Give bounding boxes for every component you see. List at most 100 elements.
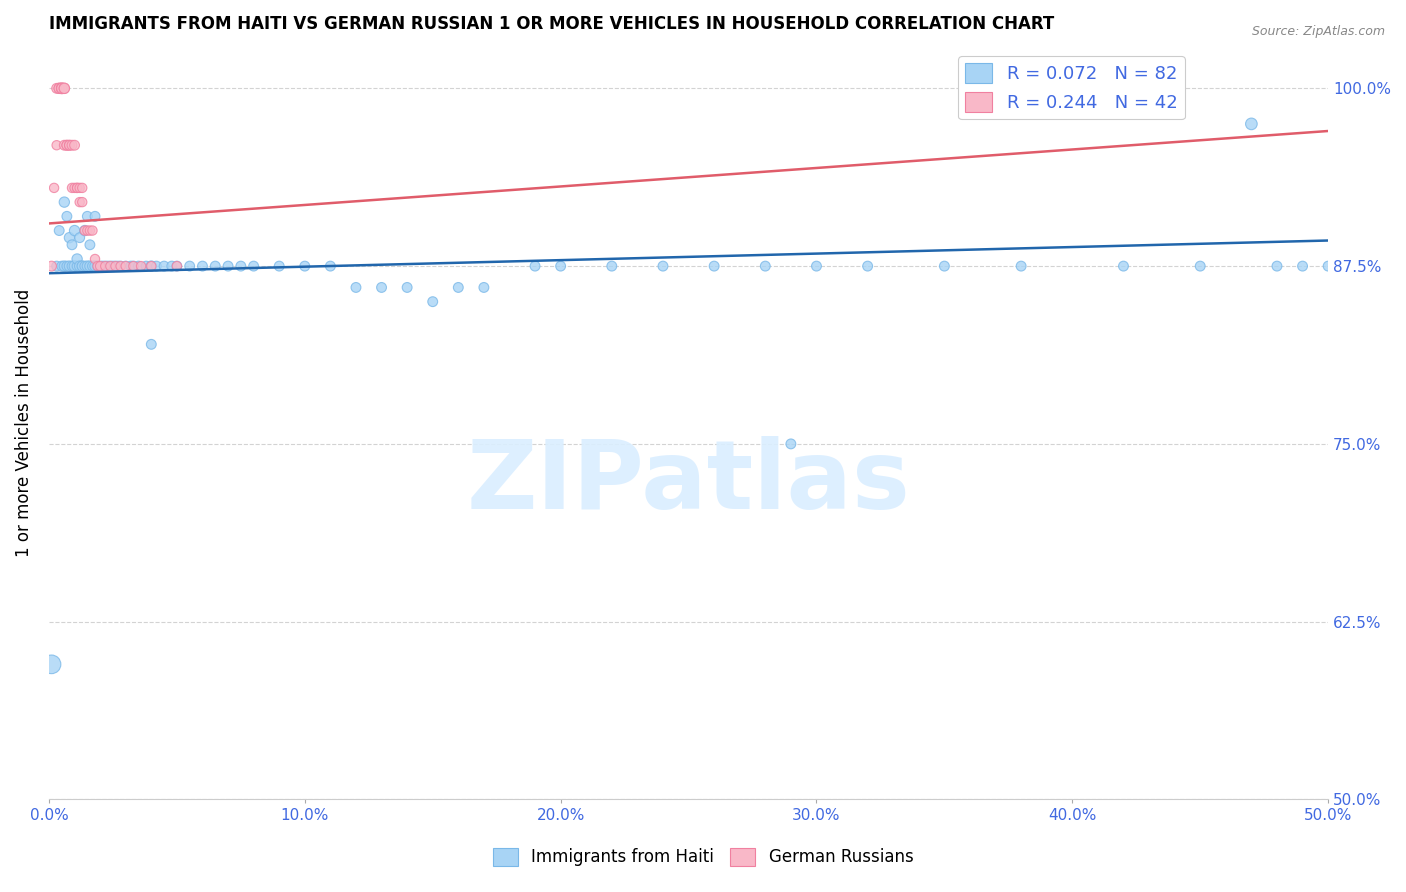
Point (66, 181, 89, 195)
Point (41, 259, 63, 273)
Point (110, 259, 132, 273)
Point (652, 259, 675, 273)
Y-axis label: 1 or more Vehicles in Household: 1 or more Vehicles in Household (15, 288, 32, 557)
Point (472, 280, 495, 294)
Point (806, 259, 828, 273)
Point (45, 259, 67, 273)
Point (82, 223, 104, 237)
Point (66, 181, 89, 195)
Point (84, 259, 107, 273)
Point (129, 259, 152, 273)
Text: ZIPatlas: ZIPatlas (467, 436, 911, 529)
Point (73, 223, 96, 237)
Point (66, 259, 89, 273)
Point (56, 259, 79, 273)
Point (110, 259, 132, 273)
Point (114, 259, 136, 273)
Point (86, 259, 108, 273)
Point (1240, 117, 1263, 131)
Point (51, 259, 73, 273)
Point (269, 259, 291, 273)
Point (70, 181, 93, 195)
Point (141, 337, 163, 351)
Point (242, 259, 264, 273)
Point (780, 437, 803, 451)
Point (58, 138, 80, 153)
Point (73, 259, 96, 273)
Point (53, 81, 76, 95)
Point (217, 259, 239, 273)
Point (79, 223, 101, 237)
Point (1112, 259, 1135, 273)
Point (97, 259, 120, 273)
Point (229, 259, 252, 273)
Point (69, 230, 91, 244)
Point (524, 259, 547, 273)
Point (754, 259, 776, 273)
Point (166, 259, 188, 273)
Point (94, 259, 117, 273)
Point (153, 259, 176, 273)
Point (60, 181, 83, 195)
Point (191, 259, 214, 273)
Point (141, 259, 163, 273)
Point (73, 223, 96, 237)
Point (41, 657, 63, 672)
Point (422, 294, 444, 309)
Text: Source: ZipAtlas.com: Source: ZipAtlas.com (1251, 25, 1385, 38)
Legend: R = 0.072   N = 82, R = 0.244   N = 42: R = 0.072 N = 82, R = 0.244 N = 42 (957, 56, 1185, 120)
Point (53, 81, 76, 95)
Point (104, 259, 127, 273)
Point (114, 259, 136, 273)
Point (53, 195, 76, 210)
Point (550, 259, 572, 273)
Point (70, 259, 93, 273)
Point (70, 259, 93, 273)
Point (166, 259, 188, 273)
Point (141, 259, 163, 273)
Point (53, 259, 76, 273)
Point (63, 138, 86, 153)
Point (104, 259, 127, 273)
Point (45, 81, 67, 95)
Point (89, 259, 111, 273)
Point (79, 237, 101, 252)
Point (56, 138, 79, 153)
Point (344, 280, 367, 294)
Point (100, 259, 122, 273)
Point (86, 259, 108, 273)
Legend: Immigrants from Haiti, German Russians: Immigrants from Haiti, German Russians (486, 841, 920, 873)
Point (66, 252, 89, 266)
Point (89, 259, 111, 273)
Point (76, 210, 98, 224)
Point (69, 181, 91, 195)
Point (84, 252, 107, 266)
Point (69, 195, 91, 210)
Point (45, 138, 67, 153)
Point (56, 210, 79, 224)
Point (1291, 259, 1313, 273)
Point (63, 223, 86, 237)
Point (76, 223, 98, 237)
Point (122, 259, 145, 273)
Point (1317, 259, 1340, 273)
Point (703, 259, 725, 273)
Point (107, 259, 129, 273)
Point (128, 259, 150, 273)
Point (76, 259, 98, 273)
Point (396, 280, 419, 294)
Point (48, 81, 70, 95)
Point (51, 81, 73, 95)
Point (101, 259, 124, 273)
Point (370, 280, 392, 294)
Point (70, 195, 93, 210)
Point (60, 237, 83, 252)
Point (145, 259, 167, 273)
Point (84, 210, 107, 224)
Point (51, 81, 73, 95)
Point (53, 138, 76, 153)
Text: IMMIGRANTS FROM HAITI VS GERMAN RUSSIAN 1 OR MORE VEHICLES IN HOUSEHOLD CORRELAT: IMMIGRANTS FROM HAITI VS GERMAN RUSSIAN … (49, 15, 1054, 33)
Point (135, 259, 157, 273)
Point (1189, 259, 1212, 273)
Point (294, 259, 316, 273)
